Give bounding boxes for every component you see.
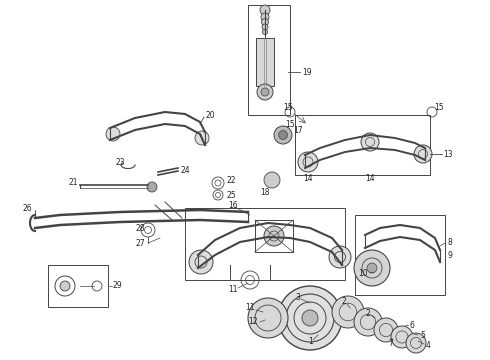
Circle shape bbox=[391, 326, 413, 348]
Text: 18: 18 bbox=[260, 188, 270, 197]
Text: 6: 6 bbox=[410, 321, 415, 330]
Text: 17: 17 bbox=[293, 126, 303, 135]
Bar bbox=[295, 115, 430, 175]
Text: 7: 7 bbox=[388, 339, 393, 348]
Circle shape bbox=[302, 310, 318, 326]
Circle shape bbox=[406, 333, 426, 353]
Bar bbox=[48, 265, 108, 307]
Circle shape bbox=[189, 250, 213, 274]
Text: 3: 3 bbox=[295, 292, 300, 302]
Bar bbox=[255, 220, 293, 252]
Circle shape bbox=[106, 127, 120, 141]
Bar bbox=[248, 5, 290, 115]
Text: 28: 28 bbox=[135, 224, 145, 233]
Text: 23: 23 bbox=[115, 158, 124, 166]
Text: 15: 15 bbox=[283, 103, 293, 112]
Text: 15: 15 bbox=[434, 103, 443, 112]
Circle shape bbox=[248, 298, 288, 338]
Text: 5: 5 bbox=[420, 332, 425, 341]
Text: 10: 10 bbox=[358, 269, 368, 278]
Text: 1: 1 bbox=[308, 338, 313, 346]
Bar bbox=[256, 38, 274, 86]
Circle shape bbox=[257, 84, 273, 100]
Text: 11: 11 bbox=[245, 303, 254, 312]
Circle shape bbox=[260, 5, 270, 15]
Circle shape bbox=[354, 250, 390, 286]
Circle shape bbox=[264, 226, 284, 246]
Text: 22: 22 bbox=[226, 176, 236, 185]
Circle shape bbox=[263, 30, 268, 35]
Bar bbox=[185, 208, 345, 280]
Circle shape bbox=[261, 88, 269, 96]
Circle shape bbox=[60, 281, 70, 291]
Bar bbox=[355, 215, 445, 295]
Text: 11: 11 bbox=[228, 285, 238, 294]
Circle shape bbox=[147, 182, 157, 192]
Circle shape bbox=[262, 18, 269, 26]
Circle shape bbox=[195, 131, 209, 145]
Circle shape bbox=[414, 145, 432, 163]
Circle shape bbox=[274, 126, 292, 144]
Text: 9: 9 bbox=[448, 251, 453, 260]
Text: 12: 12 bbox=[248, 318, 258, 327]
Text: 25: 25 bbox=[226, 190, 236, 199]
Text: 13: 13 bbox=[443, 149, 453, 158]
Circle shape bbox=[278, 131, 288, 140]
Text: 19: 19 bbox=[302, 68, 312, 77]
Text: 15: 15 bbox=[285, 120, 294, 129]
Circle shape bbox=[262, 24, 268, 30]
Circle shape bbox=[261, 13, 269, 21]
Circle shape bbox=[367, 263, 377, 273]
Circle shape bbox=[354, 308, 382, 336]
Text: 26: 26 bbox=[22, 203, 32, 212]
Circle shape bbox=[264, 172, 280, 188]
Text: 29: 29 bbox=[112, 282, 122, 291]
Circle shape bbox=[329, 246, 351, 268]
Circle shape bbox=[332, 296, 364, 328]
Text: 21: 21 bbox=[68, 177, 77, 186]
Text: 14: 14 bbox=[303, 174, 313, 183]
Text: 2: 2 bbox=[366, 310, 371, 319]
Text: 24: 24 bbox=[180, 166, 190, 175]
Circle shape bbox=[298, 152, 318, 172]
Text: 14: 14 bbox=[365, 174, 375, 183]
Text: 27: 27 bbox=[135, 239, 145, 248]
Text: 8: 8 bbox=[448, 238, 453, 247]
Text: 2: 2 bbox=[342, 297, 347, 306]
Circle shape bbox=[361, 133, 379, 151]
Circle shape bbox=[374, 318, 398, 342]
Text: 4: 4 bbox=[426, 342, 431, 351]
Circle shape bbox=[278, 286, 342, 350]
Text: 16: 16 bbox=[228, 201, 238, 210]
Text: 20: 20 bbox=[205, 111, 215, 120]
